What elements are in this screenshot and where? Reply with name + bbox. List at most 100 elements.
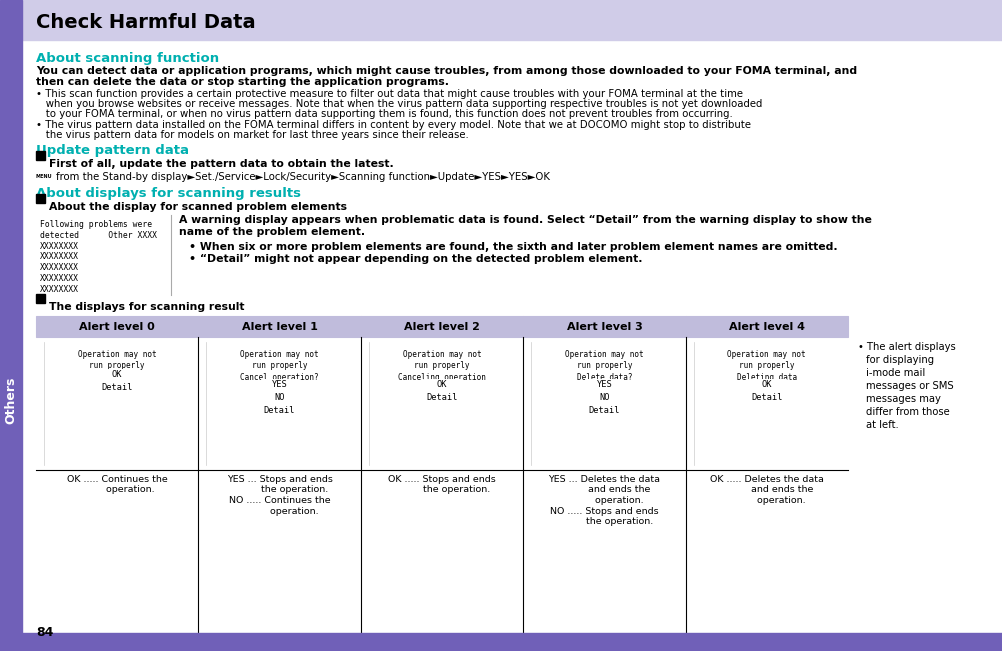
Text: detected      Other XXXX: detected Other XXXX [40, 231, 157, 240]
Text: YES ... Deletes the data: YES ... Deletes the data [548, 475, 659, 484]
Text: Following problems were: Following problems were [40, 220, 152, 229]
Text: operation.: operation. [240, 506, 319, 516]
Text: Operation may not
run properly: Operation may not run properly [78, 350, 156, 370]
Text: OK ..... Continues the: OK ..... Continues the [67, 475, 167, 484]
Text: Alert level 4: Alert level 4 [728, 322, 804, 331]
Text: operation.: operation. [726, 496, 806, 505]
Text: Others: Others [4, 376, 17, 424]
Text: NO: NO [275, 393, 285, 402]
Bar [523, 316, 685, 337]
Bar [747, 392, 785, 403]
Text: The displays for scanning result: The displays for scanning result [49, 302, 244, 312]
Bar [81, 345, 153, 407]
Text: OK ..... Deletes the data: OK ..... Deletes the data [709, 475, 823, 484]
Bar [261, 392, 299, 403]
Text: • The alert displays: • The alert displays [857, 342, 955, 352]
Text: differ from those: differ from those [865, 407, 949, 417]
Text: Update pattern data: Update pattern data [36, 144, 188, 157]
Text: Operation may not
run properly
Canceling operation: Operation may not run properly Canceling… [398, 350, 485, 382]
Text: operation.: operation. [79, 486, 155, 495]
Text: the operation.: the operation. [555, 517, 652, 526]
Text: NO ..... Stops and ends: NO ..... Stops and ends [549, 506, 658, 516]
Text: YES: YES [596, 380, 611, 389]
Text: messages or SMS: messages or SMS [865, 381, 953, 391]
Circle shape [36, 169, 51, 184]
Text: messages may: messages may [865, 394, 940, 404]
Text: OK: OK [112, 370, 122, 379]
Bar [98, 369, 136, 380]
Text: Alert level 0: Alert level 0 [79, 322, 155, 331]
Text: when you browse websites or receive messages. Note that when the virus pattern d: when you browse websites or receive mess… [36, 99, 762, 109]
Text: to your FOMA terminal, or when no virus pattern data supporting them is found, t: to your FOMA terminal, or when no virus … [36, 109, 732, 119]
Text: First of all, update the pattern data to obtain the latest.: First of all, update the pattern data to… [49, 159, 394, 169]
Text: NO ..... Continues the: NO ..... Continues the [228, 496, 330, 505]
Text: A warning display appears when problematic data is found. Select “Detail” from t: A warning display appears when problemat… [178, 215, 871, 225]
Text: name of the problem element.: name of the problem element. [178, 227, 365, 237]
Text: XXXXXXXX: XXXXXXXX [40, 263, 79, 272]
Text: YES: YES [272, 380, 288, 389]
Text: XXXXXXXX: XXXXXXXX [40, 253, 79, 262]
Text: Detail: Detail [426, 393, 457, 402]
Text: operation.: operation. [564, 496, 643, 505]
Text: OK ..... Stops and ends: OK ..... Stops and ends [388, 475, 495, 484]
Bar [261, 405, 299, 416]
Text: Alert level 2: Alert level 2 [404, 322, 480, 331]
Bar [568, 345, 639, 423]
Bar [198, 316, 361, 337]
Text: 84: 84 [36, 626, 53, 639]
Text: and ends the: and ends the [719, 486, 813, 495]
Bar [22, 633, 1002, 651]
Text: XXXXXXXX: XXXXXXXX [40, 274, 79, 283]
Bar [36, 194, 45, 203]
Text: Alert level 3: Alert level 3 [566, 322, 641, 331]
Bar [585, 379, 623, 390]
Text: Check Harmful Data: Check Harmful Data [36, 12, 256, 31]
Bar [261, 379, 299, 390]
Bar [22, 0, 1002, 40]
Bar [423, 379, 461, 390]
Bar [585, 392, 623, 403]
Text: YES ... Stops and ends: YES ... Stops and ends [226, 475, 333, 484]
Text: i-mode mail: i-mode mail [865, 368, 924, 378]
Text: at left.: at left. [865, 420, 898, 430]
Bar [406, 345, 478, 407]
Text: Operation may not
run properly
Cancel operation?: Operation may not run properly Cancel op… [240, 350, 319, 382]
Text: for displaying: for displaying [865, 355, 933, 365]
Text: Operation may not
run properly
Delete data?: Operation may not run properly Delete da… [564, 350, 643, 382]
Text: • When six or more problem elements are found, the sixth and later problem eleme: • When six or more problem elements are … [188, 242, 837, 252]
Text: You can detect data or application programs, which might cause troubles, from am: You can detect data or application progr… [36, 66, 857, 76]
Text: from the Stand-by display►Set./Service►Lock/Security►Scanning function►Update►YE: from the Stand-by display►Set./Service►L… [56, 172, 549, 182]
Text: • “Detail” might not appear depending on the detected problem element.: • “Detail” might not appear depending on… [188, 254, 642, 264]
Text: OK: OK [761, 380, 772, 389]
Text: About scanning function: About scanning function [36, 52, 218, 65]
Bar [730, 345, 802, 407]
Text: OK: OK [436, 380, 447, 389]
Text: the virus pattern data for models on market for last three years since their rel: the virus pattern data for models on mar… [36, 130, 468, 140]
Bar [361, 316, 523, 337]
Text: Operation may not
run properly
Deleting data: Operation may not run properly Deleting … [726, 350, 806, 382]
Text: XXXXXXXX: XXXXXXXX [40, 242, 79, 251]
Text: Detail: Detail [588, 406, 619, 415]
Text: • This scan function provides a certain protective measure to filter out data th: • This scan function provides a certain … [36, 89, 742, 99]
Text: About the display for scanned problem elements: About the display for scanned problem el… [49, 202, 347, 212]
Bar [585, 405, 623, 416]
Text: About displays for scanning results: About displays for scanning results [36, 187, 301, 200]
Bar [243, 345, 316, 423]
Bar [0, 0, 22, 651]
Bar [98, 382, 136, 393]
Bar [36, 316, 198, 337]
Text: NO: NO [598, 393, 609, 402]
Text: Detail: Detail [264, 406, 295, 415]
Text: MENU: MENU [36, 174, 52, 178]
Text: Detail: Detail [750, 393, 782, 402]
Bar [747, 379, 785, 390]
Text: Detail: Detail [101, 383, 133, 392]
Text: the operation.: the operation. [393, 486, 490, 495]
Bar [36, 316, 847, 633]
Bar [36, 215, 170, 295]
Text: and ends the: and ends the [558, 486, 650, 495]
Text: the operation.: the operation. [230, 486, 328, 495]
Text: XXXXXXXX: XXXXXXXX [40, 284, 79, 294]
Bar [423, 392, 461, 403]
Bar [36, 294, 45, 303]
